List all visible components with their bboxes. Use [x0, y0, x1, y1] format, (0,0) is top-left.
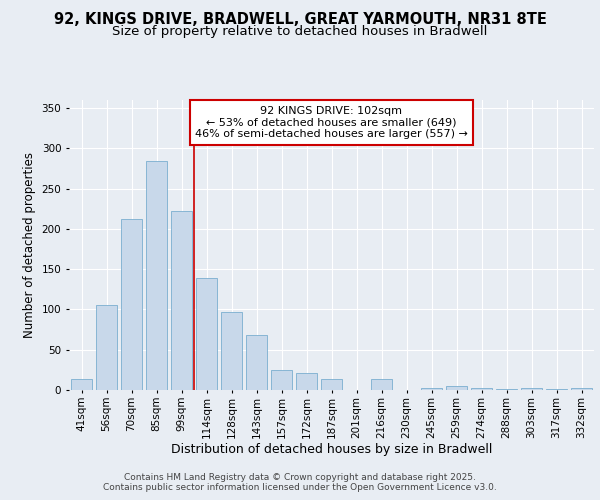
Bar [96, 304, 117, 390]
Bar [546, 389, 567, 390]
Bar [571, 388, 592, 390]
Y-axis label: Number of detached properties: Number of detached properties [23, 152, 36, 338]
Bar [171, 211, 192, 390]
Bar [246, 335, 267, 390]
Bar [146, 161, 167, 390]
Bar [446, 386, 467, 390]
Bar [296, 373, 317, 390]
Text: Size of property relative to detached houses in Bradwell: Size of property relative to detached ho… [112, 25, 488, 38]
Bar [221, 312, 242, 390]
Text: Contains HM Land Registry data © Crown copyright and database right 2025.
Contai: Contains HM Land Registry data © Crown c… [103, 473, 497, 492]
Bar [496, 389, 517, 390]
X-axis label: Distribution of detached houses by size in Bradwell: Distribution of detached houses by size … [171, 443, 492, 456]
Bar [121, 219, 142, 390]
Bar [71, 378, 92, 390]
Bar [471, 388, 492, 390]
Text: 92, KINGS DRIVE, BRADWELL, GREAT YARMOUTH, NR31 8TE: 92, KINGS DRIVE, BRADWELL, GREAT YARMOUT… [53, 12, 547, 28]
Bar [196, 278, 217, 390]
Bar [421, 388, 442, 390]
Text: 92 KINGS DRIVE: 102sqm
← 53% of detached houses are smaller (649)
46% of semi-de: 92 KINGS DRIVE: 102sqm ← 53% of detached… [195, 106, 468, 139]
Bar [271, 370, 292, 390]
Bar [371, 378, 392, 390]
Bar [521, 388, 542, 390]
Bar [321, 378, 342, 390]
